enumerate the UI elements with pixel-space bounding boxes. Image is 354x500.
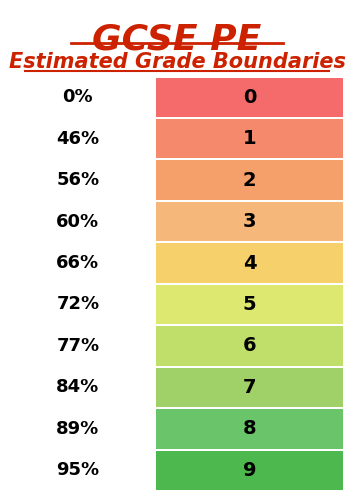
Text: 60%: 60%: [56, 212, 99, 230]
Text: 6: 6: [243, 336, 256, 355]
Bar: [156, 202, 343, 241]
Text: 89%: 89%: [56, 420, 99, 438]
Text: 56%: 56%: [56, 171, 99, 189]
Bar: [156, 244, 343, 283]
Text: 8: 8: [243, 420, 256, 438]
Text: 0%: 0%: [63, 88, 93, 106]
Bar: [156, 119, 343, 158]
Bar: [156, 160, 343, 200]
Bar: [156, 285, 343, 324]
Bar: [156, 78, 343, 117]
Bar: [156, 409, 343, 449]
Text: 72%: 72%: [56, 296, 99, 314]
Bar: [156, 326, 343, 366]
Text: Estimated Grade Boundaries: Estimated Grade Boundaries: [8, 52, 346, 72]
Text: 7: 7: [243, 378, 256, 397]
Text: 9: 9: [243, 461, 256, 480]
Text: 5: 5: [243, 295, 256, 314]
Bar: [156, 368, 343, 407]
Text: 4: 4: [243, 254, 256, 272]
Text: 46%: 46%: [56, 130, 99, 148]
Text: 3: 3: [243, 212, 256, 231]
Bar: [156, 450, 343, 490]
Text: 0: 0: [243, 88, 256, 106]
Text: 2: 2: [243, 170, 256, 190]
Text: 84%: 84%: [56, 378, 99, 396]
Text: 77%: 77%: [56, 337, 99, 355]
Text: 66%: 66%: [56, 254, 99, 272]
Text: GCSE PE: GCSE PE: [92, 22, 262, 56]
Text: 1: 1: [243, 129, 256, 148]
Text: 95%: 95%: [56, 462, 99, 479]
